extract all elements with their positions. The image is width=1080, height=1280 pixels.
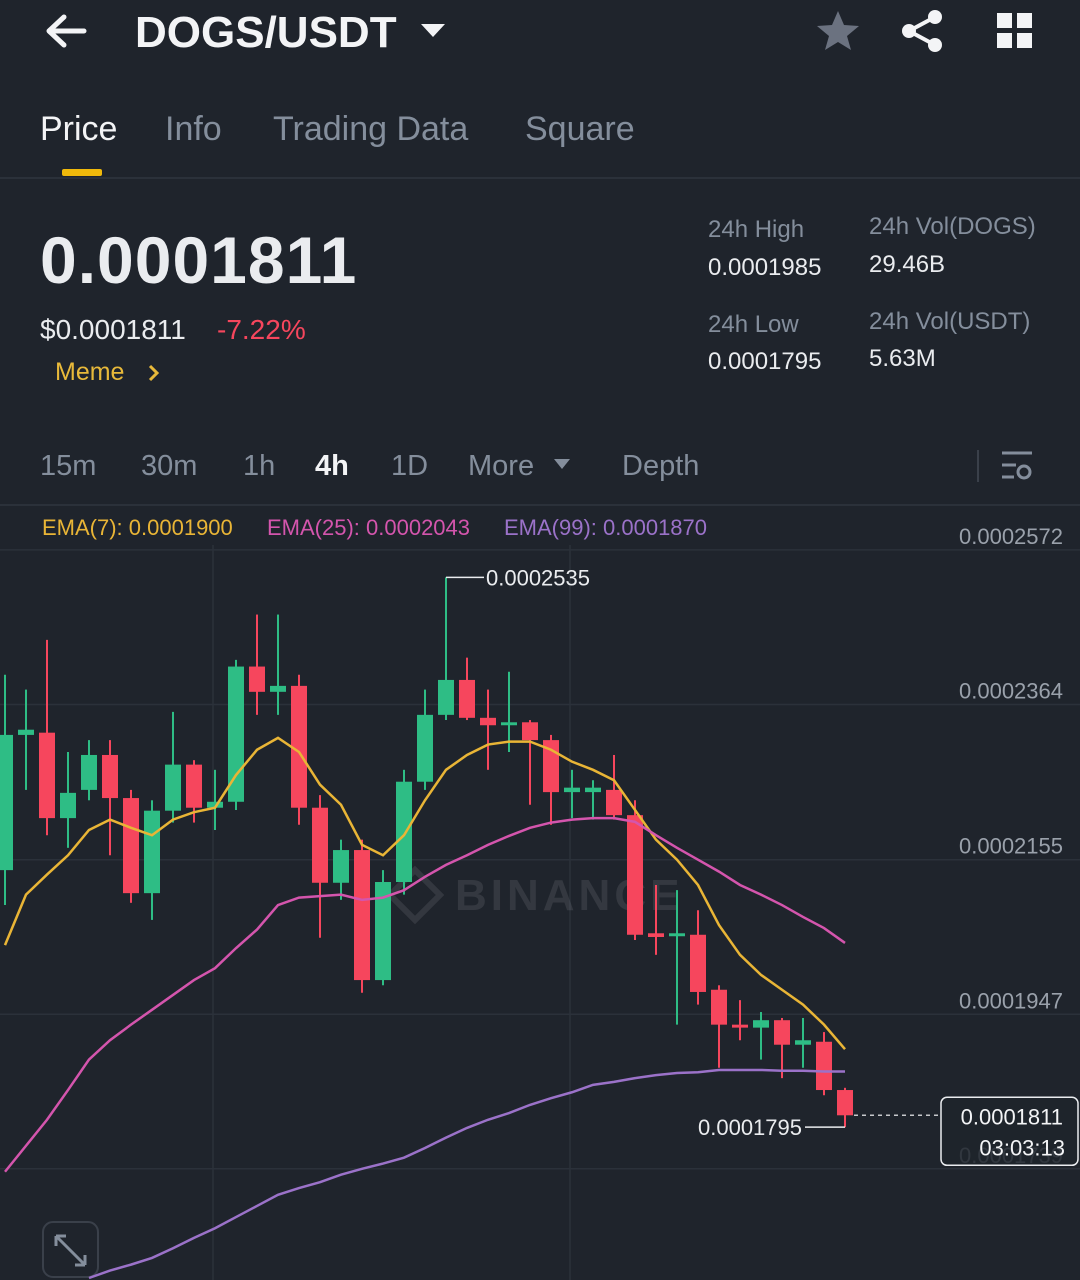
tag-chevron[interactable] [148,364,160,382]
candle-body [837,1090,853,1116]
stat-label: 24h Vol(USDT) [869,308,1031,335]
more-dropdown[interactable] [554,459,570,469]
candle-body [816,1041,832,1091]
stat-label: 24h Low [708,311,799,338]
candle-body [228,666,244,802]
tab[interactable]: Square [525,110,635,148]
menu-button[interactable] [997,13,1032,48]
category-tag[interactable]: Meme [55,358,125,386]
candle-body [417,714,433,782]
favorite-button[interactable] [817,11,859,50]
stat-value: 0.0001985 [708,254,822,281]
candle-body [207,801,223,808]
candle-body [606,789,622,816]
candle-body [501,722,517,726]
candle-body [669,933,685,937]
candle-body [102,754,118,799]
candle-body [312,807,328,883]
candle-body [774,1020,790,1045]
watermark: BINANCE [455,871,683,920]
candle-body [480,717,496,726]
stat-label: 24h Vol(DOGS) [869,213,1036,240]
y-tick-label: 0.0002572 [959,524,1063,549]
pair-dropdown[interactable] [421,24,445,37]
candle-body [585,787,601,793]
legend-entry: EMA(99): 0.0001870 [504,515,707,540]
candle-body [60,792,76,819]
y-tick-label: 0.0002155 [959,834,1063,859]
interval[interactable]: 1D [391,450,429,482]
candle-body [795,1040,811,1045]
watermark-logo [385,865,445,925]
pair-title[interactable]: DOGS/USDT [135,8,397,57]
tab[interactable]: Trading Data [273,110,469,148]
y-tick-label: 0.0001947 [959,988,1063,1013]
candle-body [144,810,160,894]
legend-entry: EMA(7): 0.0001900 [42,515,233,540]
candle-body [186,764,202,808]
last-price: 0.0001811 [40,223,358,297]
interval[interactable]: 1h [243,450,276,482]
candle-body [249,666,265,692]
candle-body [690,934,706,992]
candle-body [81,754,97,790]
candle-body [165,764,181,811]
candle-body [711,989,727,1025]
price-change: -7.22% [217,314,306,345]
stat-value: 29.46B [869,251,946,278]
candle-body [648,933,664,937]
back-button[interactable] [46,14,87,48]
interval[interactable]: Depth [622,450,700,482]
candle-body [522,722,538,741]
candle-body [627,815,643,935]
candle-body [396,781,412,883]
chart-settings-button[interactable] [1002,451,1032,480]
tab[interactable]: Price [40,110,118,148]
candle-body [753,1020,769,1028]
candle-body [123,798,139,894]
price-box [940,1096,1079,1167]
candle-body [438,679,454,715]
price-box-label: 0.0001811 [961,1104,1063,1129]
high-annotation: 0.0002535 [486,565,590,590]
stat-value: 5.63M [869,345,936,372]
candle-body [270,685,286,692]
usd-price: $0.0001811 [40,314,186,345]
candle-body [732,1024,748,1028]
candle-body [375,882,391,981]
legend-entry: EMA(25): 0.0002043 [267,515,470,540]
fullscreen-button[interactable] [42,1221,99,1278]
candle-body [354,850,370,981]
low-annotation: 0.0001795 [698,1115,802,1140]
candle-body [18,729,34,735]
candle-body [0,734,13,871]
ema-line [3,736,846,1050]
tab[interactable]: Info [165,110,222,148]
interval[interactable]: 4h [315,450,349,482]
share-button[interactable] [902,10,942,52]
candle-body [291,685,307,808]
interval[interactable]: 30m [141,450,198,482]
candle-body [39,732,55,819]
interval[interactable]: 15m [40,450,97,482]
candle-body [564,787,580,793]
stat-value: 0.0001795 [708,348,822,375]
ema-line [4,816,846,1173]
y-tick-label: 0.0002364 [959,678,1063,703]
countdown: 03:03:13 [979,1135,1065,1160]
ema-line [88,1068,845,1280]
interval[interactable]: More [468,450,535,482]
candle-body [333,850,349,883]
candle-body [459,679,475,718]
stat-label: 24h High [708,216,805,243]
tab-indicator [62,169,102,176]
